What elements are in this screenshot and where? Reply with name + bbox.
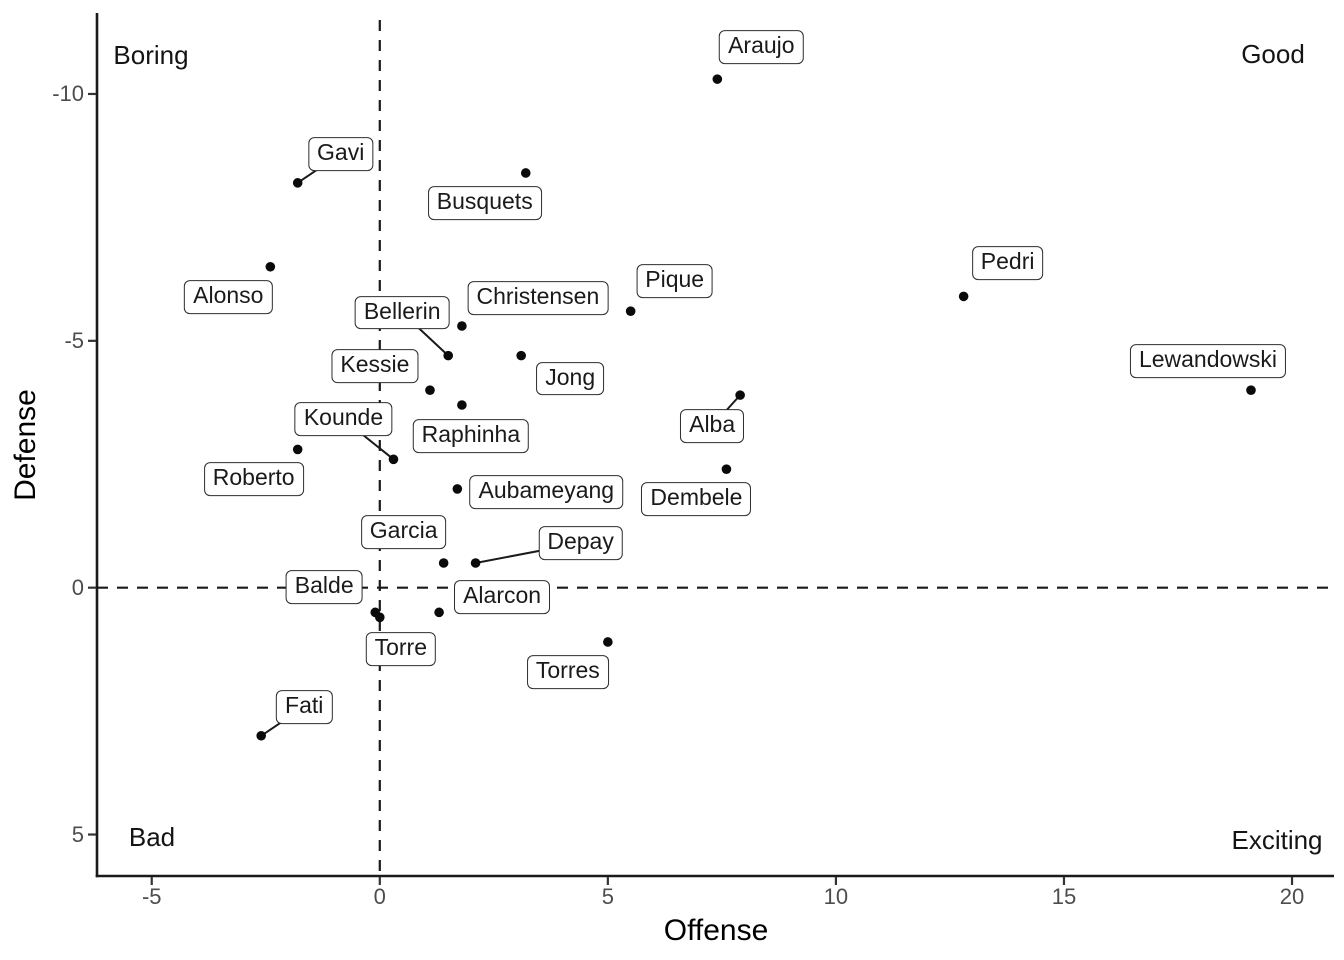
- y-axis-title: Defense: [9, 389, 42, 501]
- data-point-busquets: [520, 168, 531, 178]
- x-tick-label-15: 15: [1051, 884, 1077, 909]
- point-label-roberto: Roberto: [203, 462, 304, 497]
- data-point-dembele: [721, 464, 732, 474]
- point-label-araujo: Araujo: [719, 30, 804, 65]
- point-label-pique: Pique: [636, 264, 714, 299]
- point-label-torre: Torre: [365, 632, 436, 667]
- y-tick-label--5: -5: [64, 327, 84, 353]
- data-point-pique: [625, 306, 636, 316]
- point-label-bellerin: Bellerin: [354, 295, 450, 330]
- point-label-kessie: Kessie: [331, 349, 419, 384]
- point-label-torres: Torres: [526, 655, 609, 689]
- x-tick-label-0: 0: [373, 884, 386, 909]
- quadrant-label-top-right: Good: [1241, 39, 1305, 69]
- point-label-gavi: Gavi: [308, 136, 374, 171]
- data-point-christensen: [457, 321, 467, 331]
- point-label-lewandowski: Lewandowski: [1129, 344, 1287, 379]
- point-label-pedri: Pedri: [971, 246, 1044, 281]
- point-label-raphinha: Raphinha: [412, 419, 530, 453]
- data-point-raphinha: [457, 400, 467, 410]
- point-label-christensen: Christensen: [467, 281, 609, 315]
- point-label-balde: Balde: [285, 570, 363, 605]
- point-label-kounde: Kounde: [294, 402, 393, 437]
- data-point-torres: [603, 637, 613, 647]
- point-label-jong: Jong: [536, 361, 605, 396]
- data-point-araujo: [712, 74, 723, 84]
- data-point-pedri: [958, 291, 969, 302]
- data-point-aubameyang: [452, 484, 463, 494]
- quadrant-label-bottom-left: Bad: [128, 822, 176, 852]
- data-point-depay: [470, 558, 481, 568]
- data-point-garcia: [438, 558, 449, 568]
- x-tick-label-20: 20: [1279, 884, 1305, 909]
- data-point-alba: [735, 390, 745, 400]
- x-tick-label-10: 10: [823, 884, 849, 909]
- quadrant-label-bottom-right: Exciting: [1231, 825, 1323, 855]
- point-label-alarcon: Alarcon: [454, 580, 551, 615]
- x-tick-label-5: 5: [601, 884, 614, 909]
- x-tick-label--5: -5: [141, 884, 162, 909]
- y-tick-label-5: 5: [71, 821, 84, 847]
- data-point-jong: [516, 350, 526, 361]
- data-point-torre: [374, 612, 385, 623]
- point-label-alonso: Alonso: [184, 279, 273, 314]
- quadrant-label-top-left: Boring: [113, 40, 189, 70]
- data-point-alonso: [265, 261, 276, 272]
- data-point-kounde: [388, 454, 399, 465]
- data-point-kessie: [425, 385, 435, 395]
- point-label-aubameyang: Aubameyang: [469, 475, 624, 509]
- point-label-fati: Fati: [276, 689, 333, 724]
- point-label-alba: Alba: [680, 409, 745, 443]
- point-label-dembele: Dembele: [641, 482, 752, 517]
- y-tick-label-0: 0: [71, 574, 84, 600]
- data-point-gavi: [292, 178, 303, 188]
- data-point-bellerin: [443, 350, 454, 361]
- data-point-fati: [256, 730, 267, 741]
- x-axis-title: Offense: [663, 914, 769, 947]
- y-tick-label--10: -10: [52, 80, 84, 106]
- data-point-roberto: [292, 444, 303, 455]
- data-point-alarcon: [434, 607, 444, 618]
- point-label-garcia: Garcia: [360, 515, 447, 549]
- point-label-busquets: Busquets: [427, 186, 542, 220]
- point-label-depay: Depay: [538, 526, 623, 560]
- data-point-lewandowski: [1246, 385, 1256, 395]
